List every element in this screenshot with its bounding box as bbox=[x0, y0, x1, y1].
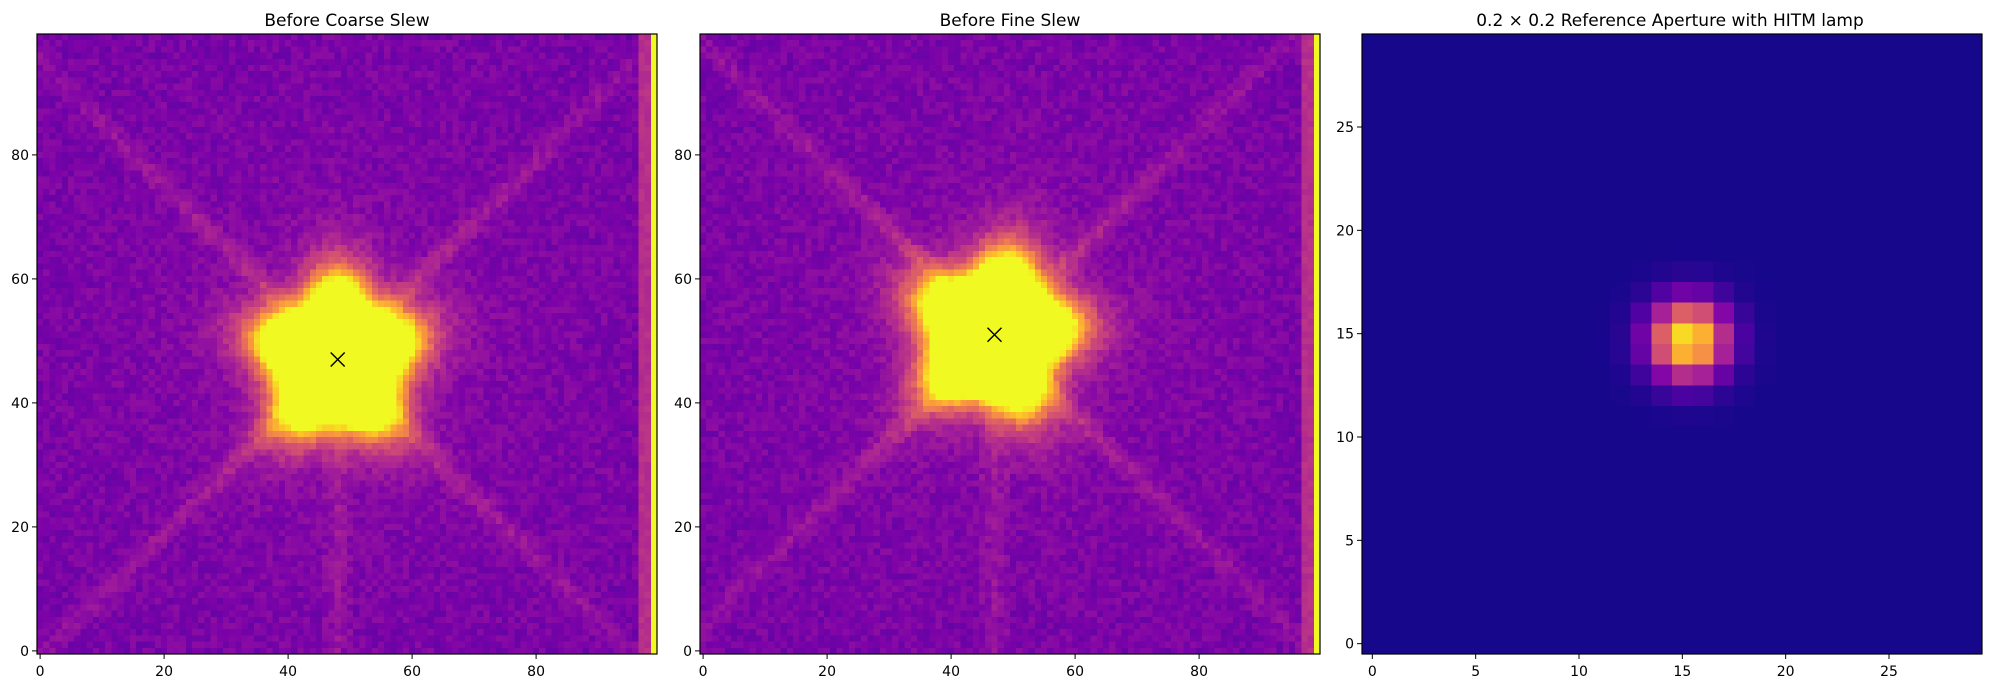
y-tick-label: 20 bbox=[1336, 223, 1354, 239]
panel-title: 0.2 × 0.2 Reference Aperture with HITM l… bbox=[1476, 11, 1864, 31]
x-tick-label: 10 bbox=[1570, 664, 1588, 680]
y-tick-label: 15 bbox=[1336, 327, 1354, 343]
panel-reference-aperture: 0.2 × 0.2 Reference Aperture with HITM l… bbox=[1336, 11, 1983, 680]
y-tick-label: 20 bbox=[674, 520, 692, 536]
x-tick-label: 40 bbox=[942, 664, 960, 680]
x-tick-label: 15 bbox=[1673, 664, 1691, 680]
x-tick-label: 20 bbox=[1777, 664, 1795, 680]
panel-before-fine-slew: Before Fine Slew 0 20 40 60 80 0 20 40 60 80 bbox=[674, 11, 1321, 680]
y-tick-label: 10 bbox=[1336, 430, 1354, 446]
y-tick-label: 40 bbox=[674, 396, 692, 412]
source-marker bbox=[330, 352, 346, 367]
x-tick-label: 5 bbox=[1471, 664, 1480, 680]
panel-title: Before Fine Slew bbox=[940, 11, 1081, 31]
x-tick-label: 0 bbox=[1368, 664, 1377, 680]
x-tick-label: 80 bbox=[527, 664, 545, 680]
heatmap-image bbox=[37, 34, 657, 654]
x-tick-label: 80 bbox=[1190, 664, 1208, 680]
heatmap-image bbox=[700, 34, 1320, 654]
y-tick-label: 60 bbox=[674, 272, 692, 288]
y-tick-label: 0 bbox=[20, 644, 29, 660]
x-tick-label: 60 bbox=[1066, 664, 1084, 680]
y-tick-label: 0 bbox=[683, 644, 692, 660]
axes-frame bbox=[36, 33, 658, 655]
x-tick-label: 0 bbox=[36, 664, 45, 680]
y-tick-label: 5 bbox=[1345, 533, 1354, 549]
y-tick-label: 60 bbox=[11, 272, 29, 288]
y-tick-label: 40 bbox=[11, 396, 29, 412]
source-marker bbox=[987, 327, 1002, 343]
y-tick-label: 80 bbox=[674, 148, 692, 164]
y-tick-label: 20 bbox=[11, 520, 29, 536]
heatmap-image bbox=[1362, 34, 1982, 654]
y-tick-label: 0 bbox=[1345, 637, 1354, 653]
y-tick-label: 80 bbox=[11, 148, 29, 164]
panel-before-coarse-slew: Before Coarse Slew 0 20 40 60 80 0 20 40 60 80 bbox=[11, 11, 658, 680]
y-tick-label: 25 bbox=[1336, 120, 1354, 136]
panel-title: Before Coarse Slew bbox=[264, 11, 429, 31]
x-tick-label: 60 bbox=[403, 664, 421, 680]
x-tick-label: 20 bbox=[818, 664, 836, 680]
x-tick-label: 0 bbox=[699, 664, 708, 680]
x-tick-label: 40 bbox=[279, 664, 297, 680]
x-tick-label: 20 bbox=[155, 664, 173, 680]
x-tick-label: 25 bbox=[1880, 664, 1898, 680]
axes-frame bbox=[699, 33, 1321, 655]
axes-frame bbox=[1361, 33, 1983, 655]
